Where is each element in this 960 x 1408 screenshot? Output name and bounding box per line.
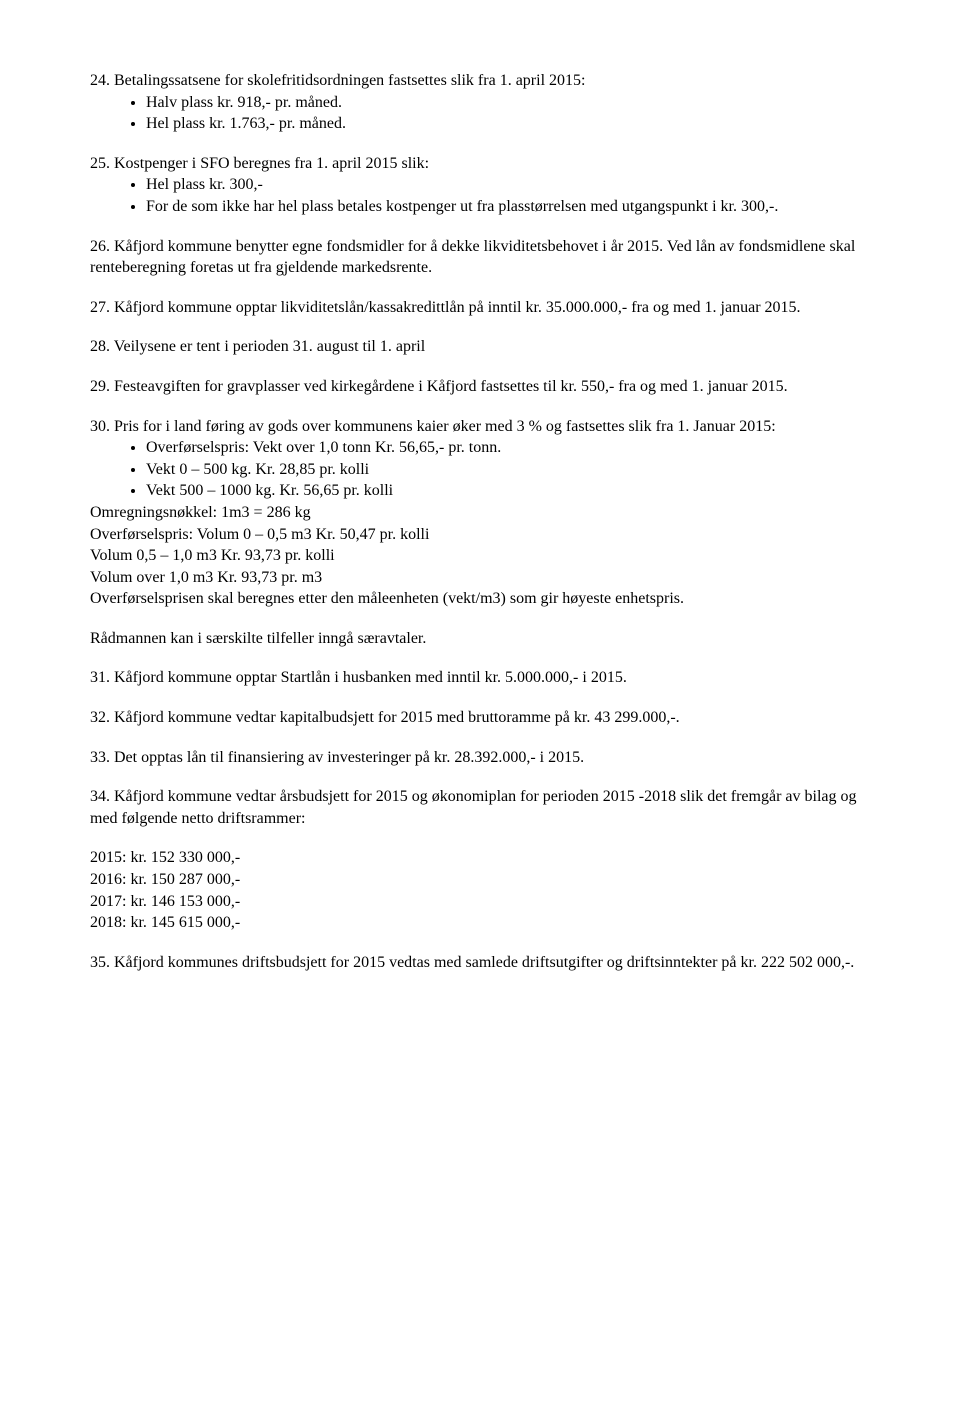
item-24-bullet-2: Hel plass kr. 1.763,- pr. måned. (146, 113, 870, 135)
item-30-line-6: Rådmannen kan i særskilte tilfeller inng… (90, 628, 870, 650)
item-33: 33. Det opptas lån til finansiering av i… (90, 747, 870, 769)
item-30-line-3: Volum 0,5 – 1,0 m3 Kr. 93,73 pr. kolli (90, 545, 870, 567)
item-30-line-4: Volum over 1,0 m3 Kr. 93,73 pr. m3 (90, 567, 870, 589)
item-30-line-5: Overførselsprisen skal beregnes etter de… (90, 588, 870, 610)
item-24-list: Halv plass kr. 918,- pr. måned. Hel plas… (90, 92, 870, 135)
item-31: 31. Kåfjord kommune opptar Startlån i hu… (90, 667, 870, 689)
year-2017: 2017: kr. 146 153 000,- (90, 891, 870, 913)
year-2015: 2015: kr. 152 330 000,- (90, 847, 870, 869)
item-30-intro: 30. Pris for i land føring av gods over … (90, 416, 870, 438)
item-30-bullet-2: Vekt 0 – 500 kg. Kr. 28,85 pr. kolli (146, 459, 870, 481)
item-25-bullet-1: Hel plass kr. 300,- (146, 174, 870, 196)
year-2018: 2018: kr. 145 615 000,- (90, 912, 870, 934)
item-30-line-2: Overførselspris: Volum 0 – 0,5 m3 Kr. 50… (90, 524, 870, 546)
year-list: 2015: kr. 152 330 000,- 2016: kr. 150 28… (90, 847, 870, 933)
item-29: 29. Festeavgiften for gravplasser ved ki… (90, 376, 870, 398)
item-30-list: Overførselspris: Vekt over 1,0 tonn Kr. … (90, 437, 870, 502)
item-24: 24. Betalingssatsene for skolefritidsord… (90, 70, 870, 135)
item-30: 30. Pris for i land føring av gods over … (90, 416, 870, 610)
item-32: 32. Kåfjord kommune vedtar kapitalbudsje… (90, 707, 870, 729)
year-2016: 2016: kr. 150 287 000,- (90, 869, 870, 891)
item-30-line-1: Omregningsnøkkel: 1m3 = 286 kg (90, 502, 870, 524)
item-30-bullet-3: Vekt 500 – 1000 kg. Kr. 56,65 pr. kolli (146, 480, 870, 502)
item-26: 26. Kåfjord kommune benytter egne fondsm… (90, 236, 870, 279)
item-35: 35. Kåfjord kommunes driftsbudsjett for … (90, 952, 870, 974)
item-24-bullet-1: Halv plass kr. 918,- pr. måned. (146, 92, 870, 114)
item-30-bullet-1: Overførselspris: Vekt over 1,0 tonn Kr. … (146, 437, 870, 459)
item-25: 25. Kostpenger i SFO beregnes fra 1. apr… (90, 153, 870, 218)
item-34: 34. Kåfjord kommune vedtar årsbudsjett f… (90, 786, 870, 829)
item-25-list: Hel plass kr. 300,- For de som ikke har … (90, 174, 870, 217)
item-25-bullet-2: For de som ikke har hel plass betales ko… (146, 196, 870, 218)
item-27: 27. Kåfjord kommune opptar likviditetslå… (90, 297, 870, 319)
item-25-intro: 25. Kostpenger i SFO beregnes fra 1. apr… (90, 153, 870, 175)
item-24-intro: 24. Betalingssatsene for skolefritidsord… (90, 70, 870, 92)
item-28: 28. Veilysene er tent i perioden 31. aug… (90, 336, 870, 358)
